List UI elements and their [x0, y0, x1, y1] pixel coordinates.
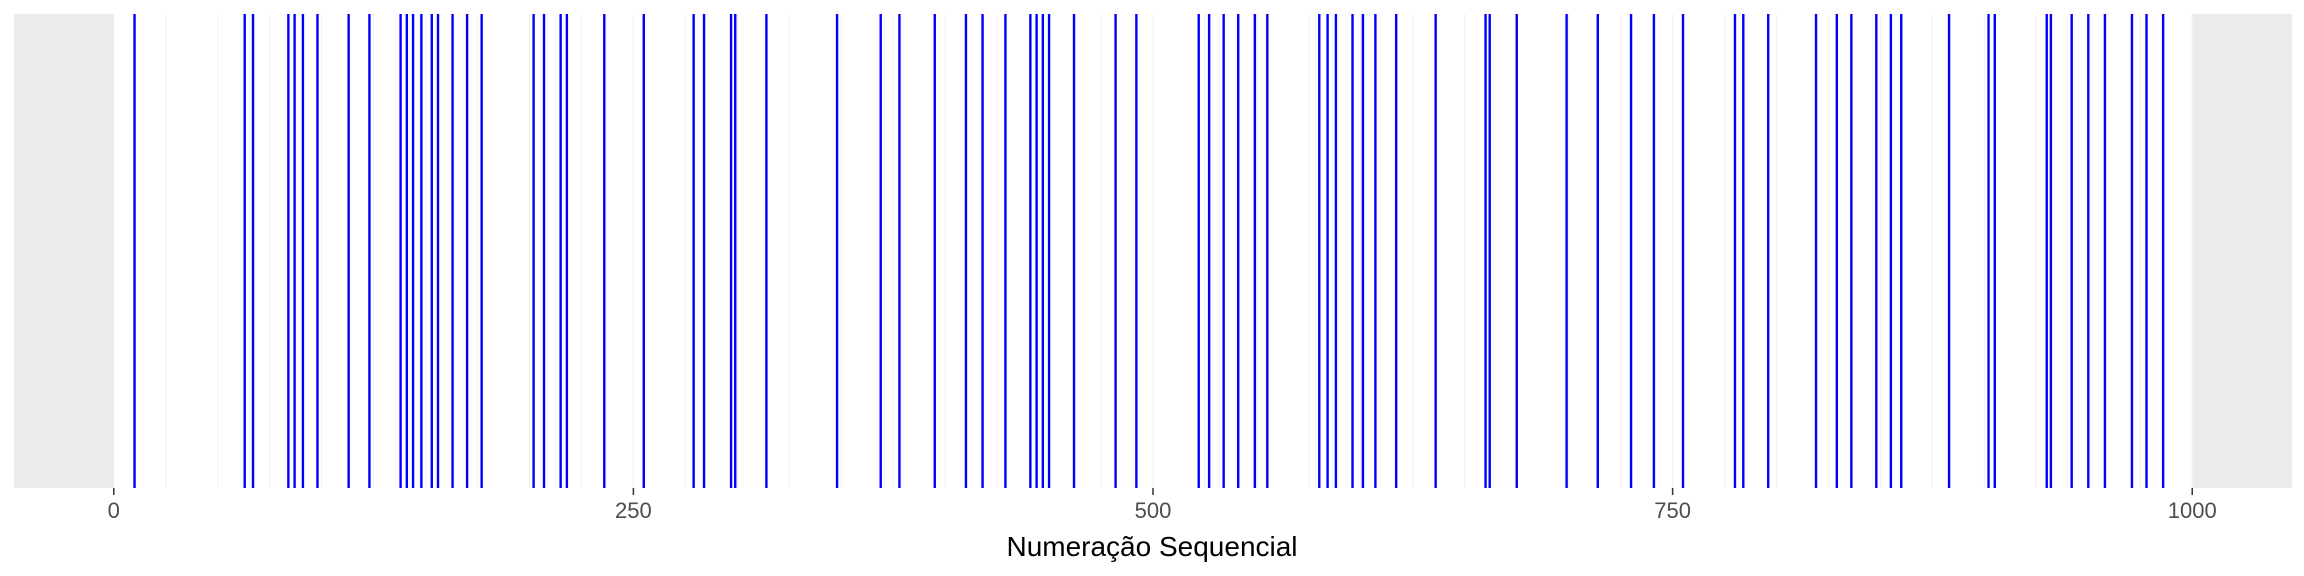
x-tick-label: 0 — [108, 498, 120, 523]
x-tick-label: 1000 — [2168, 498, 2217, 523]
x-tick-label: 500 — [1135, 498, 1172, 523]
grid-lines — [113, 14, 2193, 488]
x-axis-title: Numeração Sequencial — [1006, 531, 1297, 562]
x-tick-label: 250 — [615, 498, 652, 523]
data-lines — [133, 14, 2165, 488]
x-tick-label: 750 — [1654, 498, 1691, 523]
x-axis: 0 250 500 750 1000 — [108, 488, 2217, 523]
